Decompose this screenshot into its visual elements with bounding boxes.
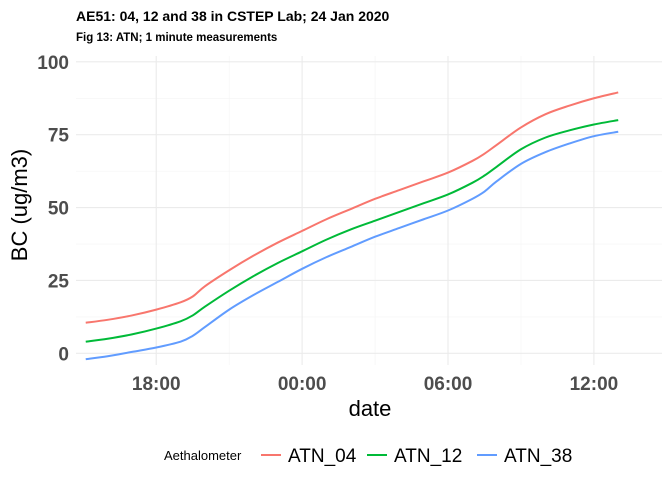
x-tick-label: 12:00 (570, 374, 619, 395)
grid (76, 56, 662, 365)
legend: ATN_04 ATN_12 ATN_38 (261, 446, 572, 467)
chart-title: AE51: 04, 12 and 38 in CSTEP Lab; 24 Jan… (76, 8, 390, 24)
x-tick-label: 18:00 (132, 374, 181, 395)
legend-title: Aethalometer (164, 448, 242, 463)
series-line-atn-04 (85, 91, 619, 324)
series-lines (85, 91, 619, 361)
y-tick-label: 50 (48, 199, 69, 220)
y-axis-title: BC (ug/m3) (7, 149, 32, 261)
x-axis-title: date (349, 396, 392, 421)
y-tick-label: 0 (58, 344, 69, 365)
legend-label: ATN_04 (288, 446, 357, 467)
y-tick-label: 25 (48, 271, 70, 292)
series-line-atn-12 (85, 119, 619, 343)
chart-subtitle: Fig 13: ATN; 1 minute measurements (76, 32, 277, 44)
x-tick-label: 06:00 (424, 374, 473, 395)
legend-label: ATN_38 (504, 446, 572, 467)
tick-labels: 0 25 50 75 100 18:00 00:00 06:00 12:00 (37, 53, 618, 395)
series-line-atn-38 (85, 130, 619, 361)
x-tick-label: 00:00 (278, 374, 327, 395)
y-tick-label: 75 (48, 126, 70, 147)
y-tick-label: 100 (37, 53, 69, 74)
legend-label: ATN_12 (394, 446, 462, 467)
